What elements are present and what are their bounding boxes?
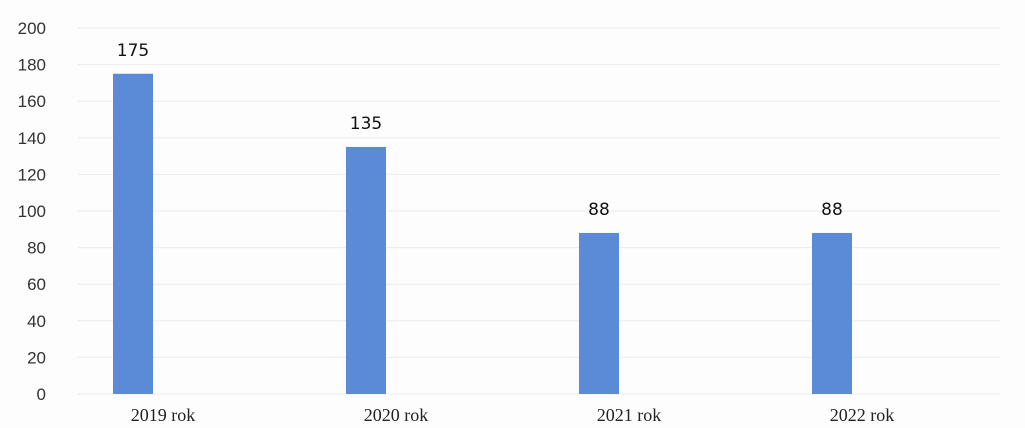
x-category-label: 2020 rok	[364, 405, 429, 425]
bar	[812, 232, 852, 394]
grid-layer	[78, 27, 1000, 395]
bar	[579, 232, 619, 394]
y-tick-label: 120	[18, 165, 46, 184]
y-tick-label: 160	[18, 92, 46, 111]
y-tick-label: 20	[27, 348, 46, 367]
data-labels: 175 135 88 88	[117, 41, 843, 220]
y-tick-label: 40	[27, 312, 46, 331]
x-axis-categories: 2019 rok 2020 rok 2021 rok 2022 rok	[131, 405, 895, 425]
bar	[346, 146, 386, 394]
x-category-label: 2021 rok	[597, 405, 662, 425]
y-tick-label: 80	[27, 239, 46, 258]
x-category-label: 2019 rok	[131, 405, 196, 425]
y-tick-label: 140	[18, 129, 46, 148]
data-label: 135	[350, 114, 382, 134]
y-tick-label: 0	[37, 385, 46, 404]
y-tick-label: 180	[18, 56, 46, 75]
data-label: 88	[588, 200, 610, 220]
x-category-label: 2022 rok	[830, 405, 895, 425]
data-label: 175	[117, 41, 149, 61]
data-label: 88	[821, 200, 843, 220]
y-tick-label: 200	[18, 19, 46, 38]
bars	[113, 73, 852, 394]
y-tick-label: 60	[27, 275, 46, 294]
y-tick-label: 100	[18, 202, 46, 221]
y-axis-ticks: 0 20 40 60 80 100 120 140 160 180 200	[18, 19, 46, 404]
bar	[113, 73, 153, 394]
